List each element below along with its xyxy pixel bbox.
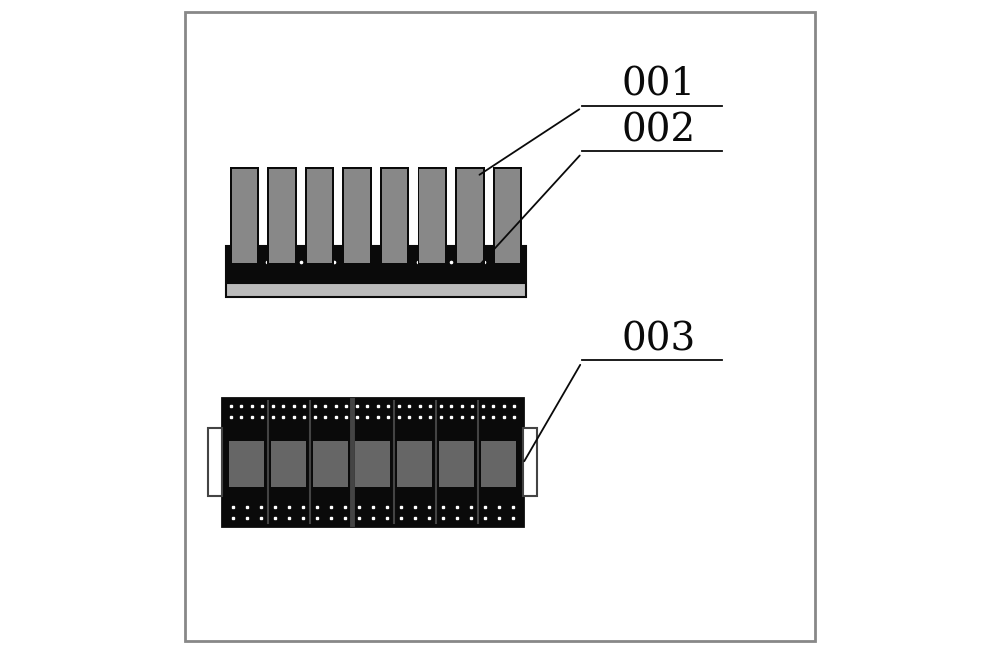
Bar (305, 167, 334, 265)
Bar (226, 283, 526, 297)
Bar (229, 441, 264, 486)
Bar (457, 168, 483, 263)
Text: 001: 001 (621, 67, 695, 104)
Bar (342, 167, 372, 265)
Bar (222, 398, 523, 526)
Bar (344, 168, 370, 263)
Bar (439, 441, 474, 486)
Text: 003: 003 (621, 321, 695, 358)
Bar (523, 428, 537, 496)
Bar (355, 441, 390, 486)
Text: 002: 002 (621, 112, 695, 150)
Bar (481, 441, 516, 486)
Bar (493, 167, 522, 265)
Bar (208, 428, 222, 496)
Bar (418, 167, 447, 265)
Bar (419, 168, 445, 263)
Bar (269, 168, 295, 263)
Bar (267, 167, 297, 265)
Bar (380, 167, 409, 265)
Bar (382, 168, 407, 263)
Bar (271, 441, 306, 486)
Bar (397, 441, 432, 486)
Bar (455, 167, 485, 265)
Bar (307, 168, 332, 263)
Bar (495, 168, 520, 263)
Bar (313, 441, 348, 486)
Bar (226, 246, 526, 281)
Bar (230, 167, 259, 265)
Bar (232, 168, 257, 263)
